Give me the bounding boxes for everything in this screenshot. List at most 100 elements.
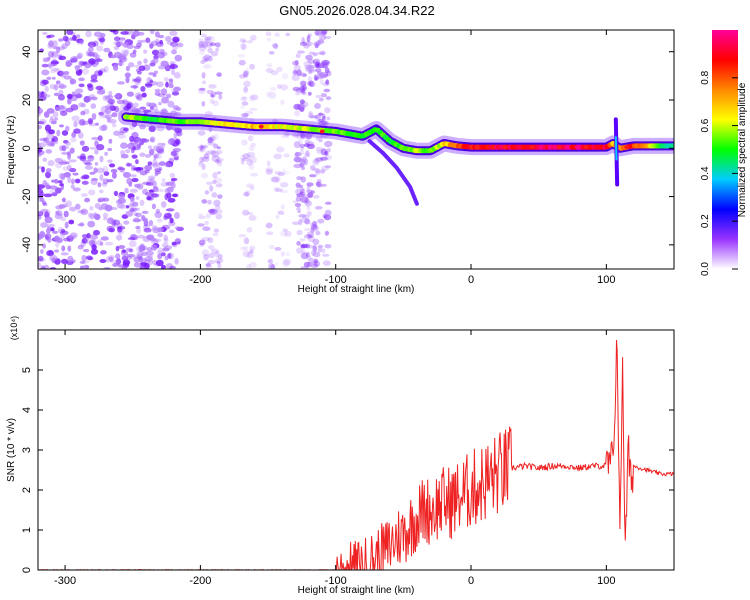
noise-blob bbox=[67, 255, 74, 263]
noise-blob bbox=[143, 227, 152, 233]
noise-blob bbox=[322, 260, 331, 266]
noise-blob bbox=[124, 72, 131, 78]
noise-blob bbox=[102, 95, 108, 101]
noise-blob bbox=[42, 79, 49, 85]
noise-blob bbox=[54, 106, 61, 111]
noise-blob bbox=[307, 91, 312, 96]
noise-blob bbox=[132, 30, 140, 37]
noise-blob bbox=[50, 51, 59, 59]
noise-blob bbox=[325, 79, 330, 85]
y-tick-label: 0 bbox=[21, 145, 33, 151]
colorbar-gradient bbox=[712, 30, 738, 269]
noise-blob bbox=[124, 127, 129, 133]
noise-blob bbox=[299, 85, 305, 93]
noise-blob bbox=[204, 35, 208, 43]
noise-blob bbox=[43, 94, 51, 98]
noise-blob bbox=[155, 145, 164, 153]
noise-blob bbox=[199, 144, 204, 151]
noise-blob bbox=[121, 265, 127, 269]
noise-blob bbox=[157, 232, 164, 238]
noise-blob bbox=[268, 244, 275, 250]
noise-blob bbox=[40, 266, 46, 269]
noise-blob bbox=[151, 104, 158, 112]
noise-blob bbox=[124, 49, 130, 56]
noise-blob bbox=[149, 237, 157, 242]
noise-blob bbox=[313, 41, 321, 47]
noise-blob bbox=[169, 41, 178, 47]
noise-blob bbox=[267, 258, 273, 264]
noise-blob bbox=[93, 31, 103, 37]
noise-blob bbox=[295, 92, 301, 96]
noise-blob bbox=[209, 185, 214, 192]
noise-blob bbox=[311, 250, 316, 256]
noise-blob bbox=[151, 163, 160, 167]
noise-blob bbox=[38, 142, 46, 148]
noise-blob bbox=[299, 143, 305, 148]
noise-blob bbox=[198, 38, 204, 42]
noise-blob bbox=[139, 265, 146, 269]
noise-blob bbox=[308, 51, 315, 55]
noise-blob bbox=[69, 78, 77, 85]
noise-blob bbox=[84, 197, 91, 203]
noise-blob bbox=[207, 150, 217, 154]
noise-blob bbox=[207, 137, 213, 144]
noise-blob bbox=[246, 151, 256, 158]
noise-blob bbox=[131, 131, 139, 139]
noise-blob bbox=[265, 167, 274, 173]
noise-blob bbox=[174, 54, 183, 62]
noise-blob bbox=[67, 150, 72, 156]
noise-blob bbox=[157, 142, 166, 146]
noise-blob bbox=[240, 157, 245, 165]
noise-blob bbox=[201, 101, 206, 107]
noise-blob bbox=[131, 154, 138, 159]
noise-blob bbox=[50, 142, 55, 147]
noise-blob bbox=[68, 159, 77, 163]
noise-blob bbox=[160, 252, 166, 257]
noise-blob bbox=[128, 203, 135, 208]
noise-blob bbox=[46, 226, 52, 230]
x-tick-label: 100 bbox=[597, 274, 615, 286]
noise-blob bbox=[158, 48, 165, 54]
noise-blob bbox=[300, 88, 306, 94]
noise-blob bbox=[276, 84, 283, 89]
ridge-point bbox=[669, 143, 674, 149]
noise-blob bbox=[118, 59, 123, 67]
noise-blob bbox=[199, 242, 204, 247]
noise-blob bbox=[116, 99, 126, 105]
noise-blob bbox=[75, 34, 81, 39]
noise-blob bbox=[47, 160, 55, 167]
noise-blob bbox=[246, 251, 254, 259]
noise-blob bbox=[117, 228, 124, 235]
noise-blob bbox=[217, 263, 222, 269]
noise-blob bbox=[216, 209, 223, 214]
noise-blob bbox=[68, 168, 77, 173]
noise-blob bbox=[51, 76, 56, 80]
noise-blob bbox=[216, 171, 221, 175]
noise-blob bbox=[52, 46, 59, 50]
noise-blob bbox=[314, 206, 323, 210]
noise-blob bbox=[241, 43, 248, 50]
noise-blob bbox=[326, 148, 331, 153]
noise-blob bbox=[203, 64, 212, 69]
noise-blob bbox=[246, 40, 253, 44]
noise-blob bbox=[48, 40, 54, 48]
noise-blob bbox=[308, 69, 312, 75]
noise-blob bbox=[38, 125, 42, 130]
colorbar: 0.0 0.2 0.4 0.6 0.8 Normalized spectral ampl… bbox=[700, 30, 748, 276]
noise-blob bbox=[165, 93, 172, 99]
noise-blob bbox=[116, 234, 123, 241]
noise-blob bbox=[38, 255, 44, 262]
noise-blob bbox=[280, 182, 289, 188]
ridge-peak bbox=[624, 145, 629, 150]
noise-blob bbox=[117, 226, 123, 233]
noise-blob bbox=[213, 133, 219, 141]
noise-blob bbox=[123, 127, 129, 132]
noise-blob bbox=[146, 195, 152, 201]
noise-blob bbox=[320, 93, 327, 98]
noise-blob bbox=[301, 156, 307, 163]
noise-blob bbox=[315, 94, 322, 99]
noise-blob bbox=[143, 49, 148, 54]
noise-blob bbox=[282, 260, 290, 267]
noise-blob bbox=[294, 59, 299, 66]
